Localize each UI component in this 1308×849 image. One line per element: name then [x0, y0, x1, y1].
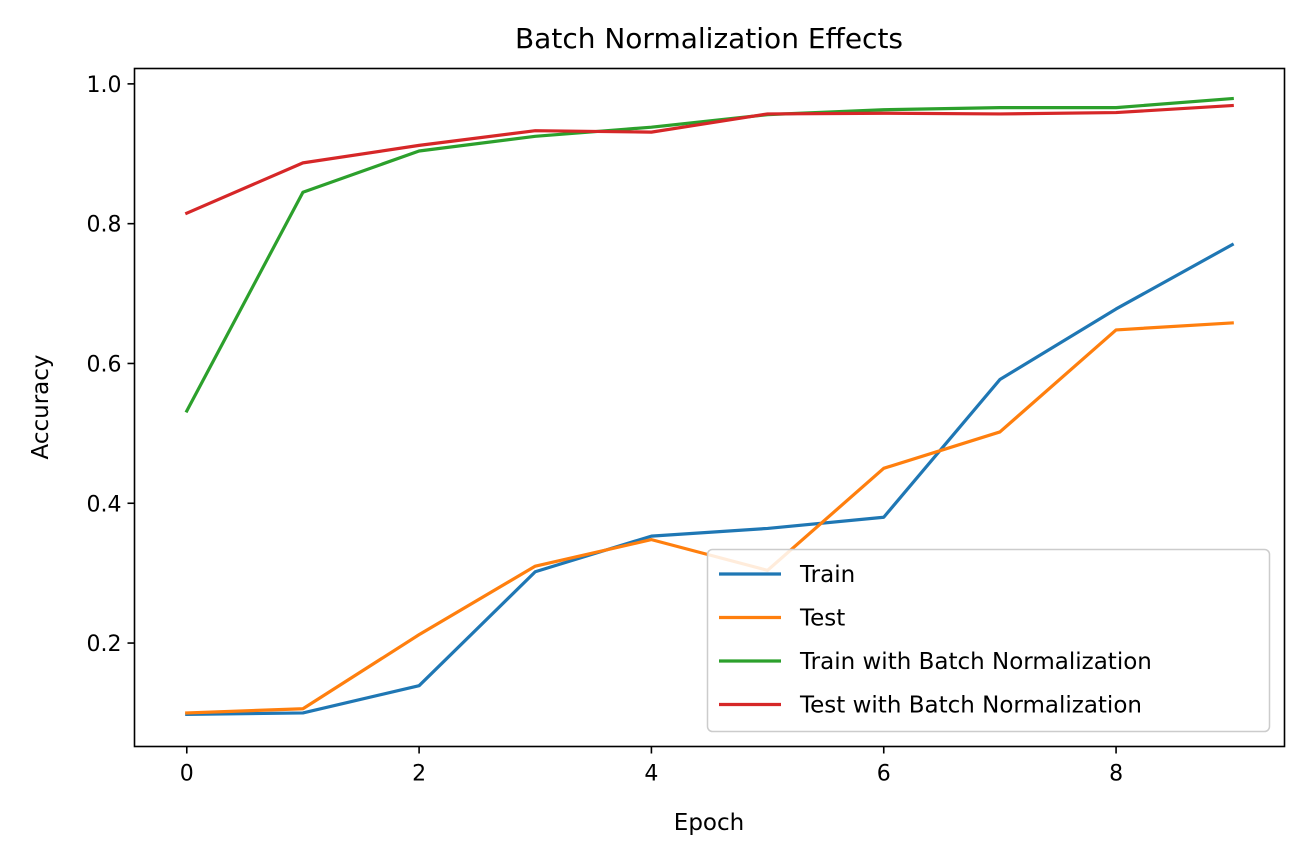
x-axis-label: Epoch [674, 810, 744, 836]
series-group [184, 96, 1235, 716]
x-tick-label: 0 [180, 762, 194, 787]
x-tick-label: 4 [644, 762, 658, 787]
legend-label-0: Train [799, 562, 855, 588]
y-tick-label: 0.6 [87, 352, 122, 377]
legend-label-1: Test [799, 606, 845, 632]
x-axis-ticks: 0 2 4 6 8 [180, 746, 1123, 787]
series-line-2 [184, 96, 1234, 414]
y-axis-ticks: 0.2 0.4 0.6 0.8 1.0 [87, 73, 135, 657]
legend: Train Test Train with Batch Normalization T… [706, 548, 1271, 733]
legend-label-3: Test with Batch Normalization [799, 693, 1142, 719]
plot-area-frame [133, 67, 1286, 748]
series-line-3 [184, 103, 1234, 216]
x-tick-label: 8 [1109, 762, 1123, 787]
y-tick-label: 0.4 [87, 492, 122, 517]
x-tick-label: 6 [877, 762, 891, 787]
chart-title: Batch Normalization Effects [515, 22, 903, 55]
y-axis-label: Accuracy [28, 354, 54, 459]
legend-box [706, 548, 1271, 733]
legend-label-2: Train with Batch Normalization [799, 649, 1152, 675]
series-line-0 [185, 242, 1235, 716]
y-tick-label: 0.2 [87, 632, 122, 657]
y-tick-label: 0.8 [87, 213, 122, 238]
x-tick-label: 2 [412, 762, 426, 787]
y-tick-label: 1.0 [87, 73, 122, 98]
